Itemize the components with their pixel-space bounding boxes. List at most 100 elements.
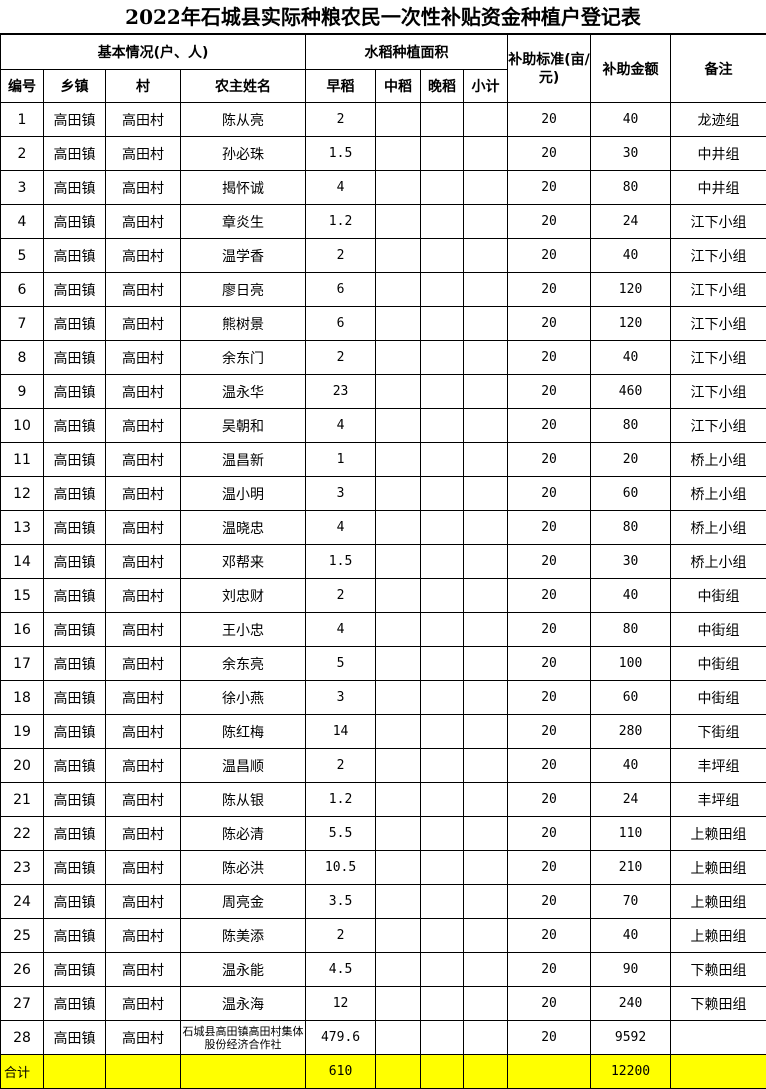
- cell-remark: 桥上小组: [670, 544, 766, 579]
- cell-village: 高田村: [105, 714, 181, 749]
- cell-remark: 龙迹组: [670, 102, 766, 137]
- total-cell: [43, 1054, 106, 1089]
- cell-remark: 桥上小组: [670, 442, 766, 477]
- header-amount: 补助金额: [590, 34, 672, 103]
- cell-amount: 24: [590, 782, 672, 817]
- cell-remark: 江下小组: [670, 272, 766, 307]
- cell-early: 4.5: [305, 952, 377, 987]
- cell-village: 高田村: [105, 136, 181, 171]
- cell-name: 余东门: [179, 340, 307, 375]
- cell-early: 3.5: [305, 884, 377, 919]
- cell-name: 温永海: [179, 986, 307, 1021]
- cell-early: 2: [305, 340, 377, 375]
- cell-early: 14: [305, 714, 377, 749]
- cell-standard: 20: [507, 136, 592, 171]
- cell-village: 高田村: [105, 204, 181, 239]
- cell-town: 高田镇: [43, 952, 106, 987]
- cell-standard: 20: [507, 816, 592, 851]
- cell-standard: 20: [507, 952, 592, 987]
- cell-subtotal: [463, 1020, 509, 1055]
- cell-subtotal: [463, 476, 509, 511]
- header-rice-area: 水稻种植面积: [305, 34, 509, 70]
- cell-remark: 下赖田组: [670, 986, 766, 1021]
- cell-standard: 20: [507, 714, 592, 749]
- cell-village: 高田村: [105, 680, 181, 715]
- total-cell: [670, 1054, 766, 1089]
- cell-remark: 丰坪组: [670, 782, 766, 817]
- cell-remark: 中街组: [670, 646, 766, 681]
- cell-late: [420, 340, 465, 375]
- cell-remark: 中井组: [670, 170, 766, 205]
- cell-remark: 江下小组: [670, 374, 766, 409]
- cell-standard: 20: [507, 408, 592, 443]
- cell-name: 温小明: [179, 476, 307, 511]
- cell-mid: [375, 408, 422, 443]
- cell-late: [420, 272, 465, 307]
- table-row: 9 高田镇 高田村 温永华 23 20 460 江下小组: [0, 374, 766, 409]
- cell-early: 2: [305, 238, 377, 273]
- cell-village: 高田村: [105, 170, 181, 205]
- cell-mid: [375, 918, 422, 953]
- cell-village: 高田村: [105, 102, 181, 137]
- cell-early: 12: [305, 986, 377, 1021]
- cell-late: [420, 952, 465, 987]
- cell-amount: 80: [590, 170, 672, 205]
- cell-early: 2: [305, 578, 377, 613]
- cell-town: 高田镇: [43, 170, 106, 205]
- cell-late: [420, 680, 465, 715]
- cell-town: 高田镇: [43, 612, 106, 647]
- cell-town: 高田镇: [43, 918, 106, 953]
- cell-amount: 240: [590, 986, 672, 1021]
- cell-name: 温昌顺: [179, 748, 307, 783]
- total-early: 610: [305, 1054, 377, 1089]
- cell-village: 高田村: [105, 612, 181, 647]
- table-row: 12 高田镇 高田村 温小明 3 20 60 桥上小组: [0, 476, 766, 511]
- cell-early: 4: [305, 612, 377, 647]
- table-row: 2 高田镇 高田村 孙必珠 1.5 20 30 中井组: [0, 136, 766, 171]
- total-row: 合计 610 12200: [0, 1054, 766, 1089]
- cell-amount: 110: [590, 816, 672, 851]
- cell-name: 陈从银: [179, 782, 307, 817]
- cell-remark: 桥上小组: [670, 510, 766, 545]
- cell-mid: [375, 884, 422, 919]
- cell-mid: [375, 102, 422, 137]
- cell-subtotal: [463, 238, 509, 273]
- cell-name: 余东亮: [179, 646, 307, 681]
- cell-name: 温昌新: [179, 442, 307, 477]
- table-row: 25 高田镇 高田村 陈美添 2 20 40 上赖田组: [0, 918, 766, 953]
- header-remark: 备注: [670, 34, 766, 103]
- cell-name: 陈必清: [179, 816, 307, 851]
- cell-mid: [375, 680, 422, 715]
- cell-early: 23: [305, 374, 377, 409]
- cell-mid: [375, 442, 422, 477]
- cell-subtotal: [463, 136, 509, 171]
- cell-no: 1: [0, 102, 44, 137]
- cell-amount: 210: [590, 850, 672, 885]
- cell-town: 高田镇: [43, 374, 106, 409]
- cell-amount: 40: [590, 238, 672, 273]
- header-standard: 补助标准(亩/元): [507, 34, 592, 103]
- cell-amount: 30: [590, 544, 672, 579]
- table-row: 8 高田镇 高田村 余东门 2 20 40 江下小组: [0, 340, 766, 375]
- table-row: 24 高田镇 高田村 周亮金 3.5 20 70 上赖田组: [0, 884, 766, 919]
- cell-mid: [375, 476, 422, 511]
- cell-late: [420, 510, 465, 545]
- header-village: 村: [105, 69, 181, 103]
- cell-mid: [375, 578, 422, 613]
- total-cell: [375, 1054, 422, 1089]
- cell-early: 1.2: [305, 204, 377, 239]
- cell-no: 13: [0, 510, 44, 545]
- cell-early: 6: [305, 272, 377, 307]
- cell-no: 20: [0, 748, 44, 783]
- cell-no: 7: [0, 306, 44, 341]
- cell-amount: 40: [590, 340, 672, 375]
- cell-town: 高田镇: [43, 578, 106, 613]
- cell-name: 廖日亮: [179, 272, 307, 307]
- cell-mid: [375, 1020, 422, 1055]
- cell-subtotal: [463, 884, 509, 919]
- cell-subtotal: [463, 850, 509, 885]
- cell-name: 孙必珠: [179, 136, 307, 171]
- cell-no: 9: [0, 374, 44, 409]
- cell-remark: 江下小组: [670, 306, 766, 341]
- cell-late: [420, 136, 465, 171]
